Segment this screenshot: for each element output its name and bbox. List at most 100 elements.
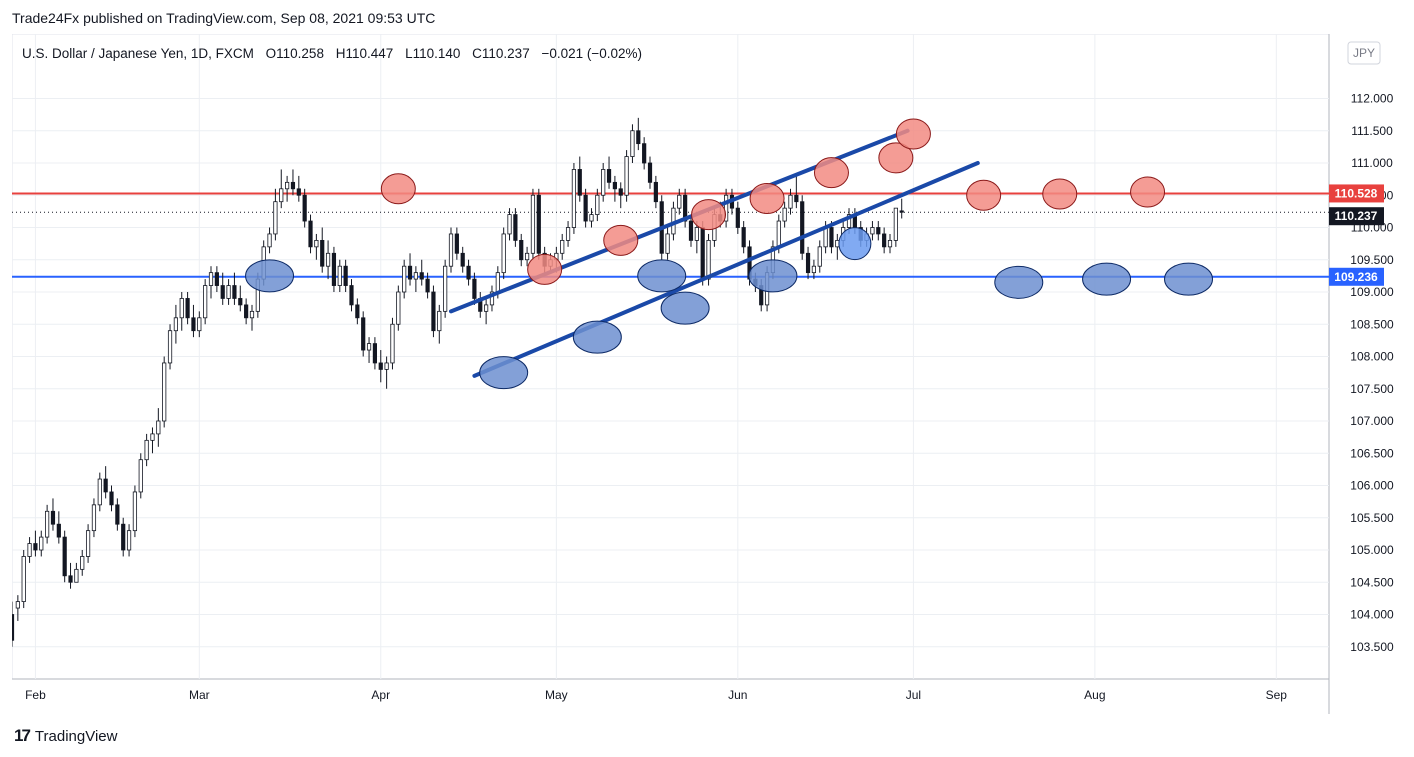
candle-body xyxy=(27,543,32,557)
candle xyxy=(817,240,822,273)
candle-body xyxy=(805,252,811,274)
candle-body xyxy=(238,298,243,306)
candle-body xyxy=(501,233,506,274)
candle xyxy=(320,227,325,273)
candle xyxy=(887,233,893,254)
candle-body xyxy=(460,252,465,267)
candle xyxy=(835,233,840,260)
candle xyxy=(595,188,600,222)
candle-body xyxy=(571,169,577,228)
candle xyxy=(805,246,811,280)
price-chart[interactable]: 103.500 104.000 104.500 105.000 105.500 106.0… xyxy=(9,33,1402,714)
candle-body xyxy=(203,285,208,319)
candle xyxy=(448,227,454,273)
candle xyxy=(290,169,296,196)
bottom-marker-ellipse xyxy=(1164,262,1214,296)
candle-body xyxy=(296,188,301,196)
publish-caption: Trade24Fx published on TradingView.com, … xyxy=(12,10,436,26)
y-tick-label: 111.000 xyxy=(1351,156,1393,170)
candle xyxy=(56,511,61,544)
candle-body xyxy=(285,181,290,190)
candle xyxy=(513,208,518,247)
legend-high-label: H xyxy=(336,46,346,61)
candle xyxy=(167,324,173,370)
top-marker-ellipse xyxy=(749,182,785,214)
candle-body xyxy=(589,214,594,222)
candle-body xyxy=(97,478,102,506)
candle-body xyxy=(372,343,378,364)
candle-body xyxy=(612,181,617,190)
candle xyxy=(571,163,577,234)
candle xyxy=(893,207,898,247)
candle-body xyxy=(45,510,50,538)
x-tick-label: Apr xyxy=(371,688,390,702)
candle xyxy=(524,246,530,267)
candle xyxy=(683,188,688,228)
candle-body xyxy=(706,239,711,280)
candle-body xyxy=(378,362,383,370)
x-tick-label: Jul xyxy=(906,688,921,702)
candlestick-chart-svg[interactable]: 103.500 104.000 104.500 105.000 105.500 106.0… xyxy=(9,33,1402,714)
candle xyxy=(21,550,26,609)
bottom-marker-ellipse xyxy=(245,259,295,293)
candle-body xyxy=(577,169,582,196)
candle-body xyxy=(876,227,881,235)
tradingview-logo-icon: 17 xyxy=(14,726,31,745)
legend-close-label: C xyxy=(472,46,482,61)
candle xyxy=(390,317,395,370)
candle xyxy=(74,562,79,583)
candle-body xyxy=(595,194,600,216)
time-axis: Feb Mar Apr May Jun Jul Aug Sep xyxy=(25,688,1287,702)
candle xyxy=(244,298,249,325)
candle xyxy=(279,169,284,209)
candle-body xyxy=(788,194,793,209)
candle xyxy=(612,175,617,202)
candle-body xyxy=(179,298,184,319)
candle xyxy=(85,524,91,563)
y-tick-label: 103.500 xyxy=(1350,640,1394,654)
candle-body xyxy=(776,220,781,248)
candle-body xyxy=(431,291,436,332)
top-marker-ellipse xyxy=(527,253,563,285)
candle-body xyxy=(794,194,799,203)
candle-body xyxy=(349,285,354,306)
candle xyxy=(560,233,565,260)
candle xyxy=(138,453,143,499)
candle xyxy=(103,466,108,499)
candle-body xyxy=(647,162,653,183)
candle-body xyxy=(413,272,418,280)
candle xyxy=(384,356,389,389)
candle-body xyxy=(466,265,471,280)
candle xyxy=(402,259,407,299)
candle xyxy=(899,198,904,219)
candle xyxy=(484,298,489,325)
candle xyxy=(794,175,799,209)
footer-brand[interactable]: TradingView xyxy=(34,727,118,745)
y-tick-label: 111.500 xyxy=(1351,124,1393,138)
candle xyxy=(431,285,436,338)
bottom-marker-ellipse xyxy=(660,291,710,325)
candle-body xyxy=(355,304,360,319)
candle xyxy=(437,304,442,344)
candle-body xyxy=(402,265,407,293)
candle-body xyxy=(489,291,495,306)
legend-symbol: U.S. Dollar / Japanese Yen, 1D, FXCM O11… xyxy=(22,46,642,61)
candle-body xyxy=(565,227,571,241)
bottom-marker-ellipse xyxy=(838,227,872,261)
x-tick-label: May xyxy=(545,688,568,702)
candle-body xyxy=(56,523,61,538)
top-marker-ellipse xyxy=(1130,176,1166,208)
candle xyxy=(636,117,641,151)
candle xyxy=(162,356,167,428)
candle-body xyxy=(85,530,91,557)
candle xyxy=(150,427,155,454)
candle xyxy=(15,595,20,621)
candle-body xyxy=(583,194,588,222)
candle-body xyxy=(893,207,898,241)
candle-body xyxy=(267,233,272,248)
top-marker-ellipse xyxy=(878,142,914,174)
candle xyxy=(27,537,32,563)
candle xyxy=(665,227,670,260)
currency-badge[interactable]: JPY xyxy=(1347,41,1381,65)
x-tick-label: Jun xyxy=(728,688,747,702)
